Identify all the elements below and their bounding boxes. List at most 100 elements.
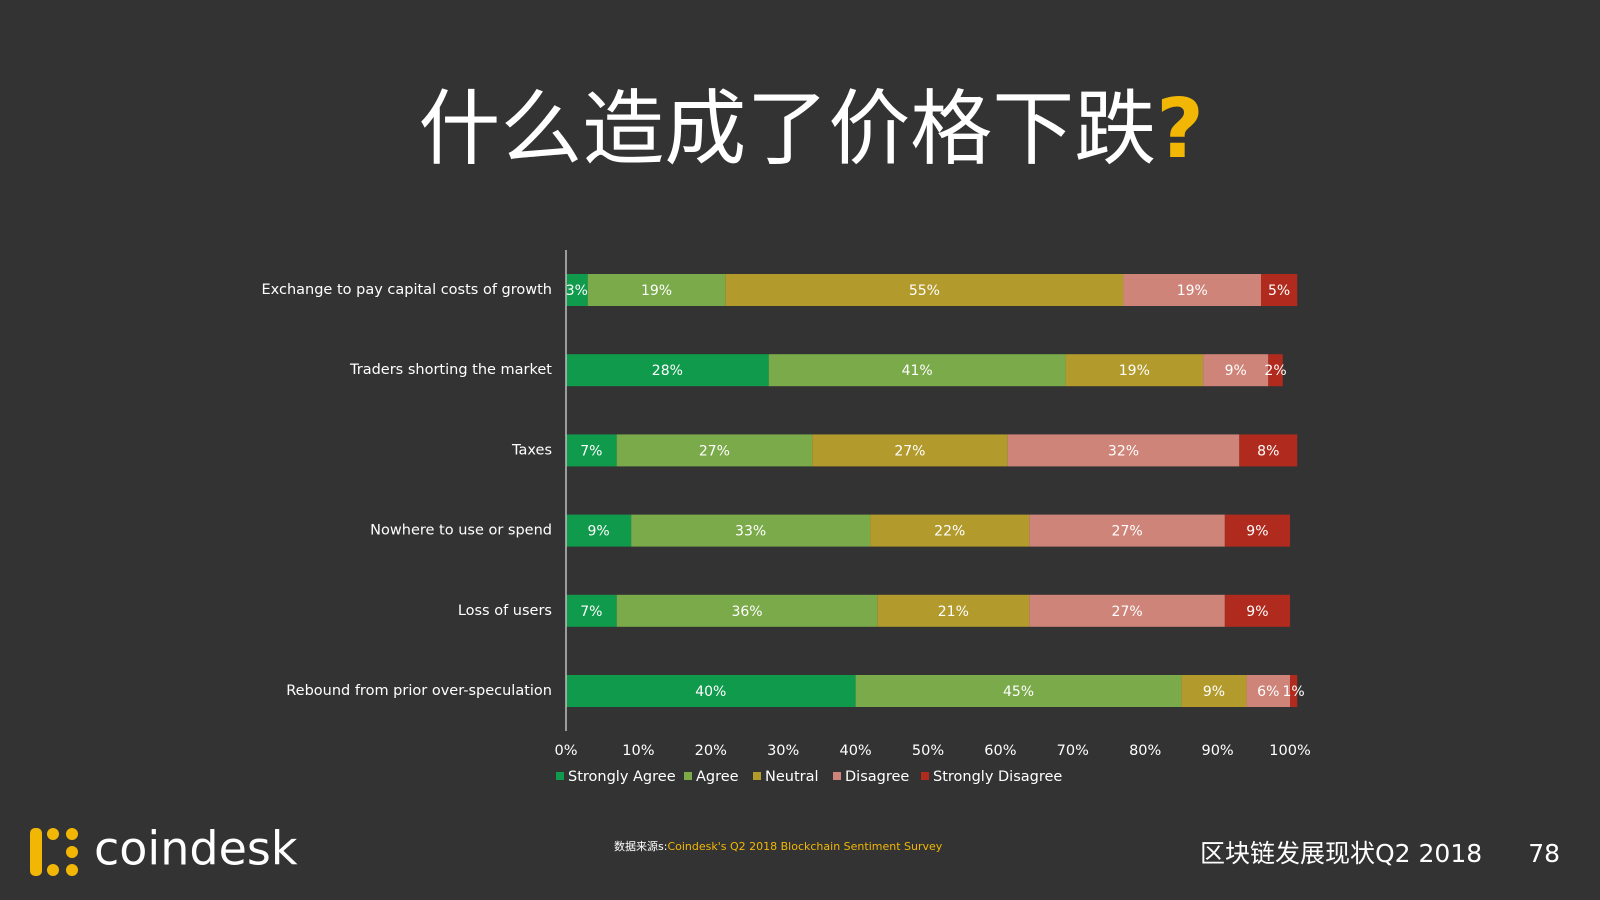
category-label: Loss of users [458,603,552,619]
bar-segment [768,354,1066,387]
legend-swatch [556,772,564,780]
bar-segment [1246,675,1290,707]
data-label: 8% [1257,443,1279,459]
bar-segment [616,594,878,627]
logo-dot [47,828,59,840]
bar-segment [1268,354,1283,387]
bar-segment [877,594,1030,627]
data-label: 32% [1108,443,1139,459]
bar-segment [1224,514,1290,547]
bar-segment [631,514,871,547]
data-label: 9% [587,524,609,540]
bar-segment [1239,434,1298,467]
category-label: Taxes [511,442,552,458]
data-label: 33% [735,524,766,540]
title-mark: ? [1156,82,1204,177]
data-label: 7% [580,443,602,459]
data-label: 27% [1112,524,1143,540]
data-label: 19% [1177,283,1208,299]
x-tick-label: 100% [1269,743,1310,759]
legend-swatch [753,772,761,780]
page-number: 78 [1528,839,1560,868]
x-tick-label: 80% [1129,743,1161,759]
logo-dot [66,828,78,840]
data-label: 9% [1246,524,1268,540]
logo-dot [47,864,59,876]
data-label: 7% [580,604,602,620]
slide-title: 什么造成了价格下跌? [418,82,1204,177]
legend-label: Neutral [765,769,819,785]
x-tick-label: 40% [839,743,871,759]
data-label: 45% [1003,684,1034,700]
bar-segment [1261,274,1298,306]
bar-segment [566,675,856,707]
category-label: Nowhere to use or spend [370,523,552,539]
legend-swatch [684,772,692,780]
legend-label: Strongly Disagree [933,769,1062,785]
category-label: Rebound from prior over-speculation [286,683,552,699]
data-label: 27% [699,443,730,459]
x-tick-label: 90% [1201,743,1233,759]
data-label: 1% [1283,684,1305,700]
data-label: 55% [909,283,940,299]
category-label: Traders shorting the market [349,362,552,378]
data-label: 41% [902,363,933,379]
bar-segment [1203,354,1269,387]
bar-segment [812,434,1008,467]
data-label: 5% [1268,283,1290,299]
legend-label: Disagree [845,769,909,785]
bar-segment [566,434,617,467]
bar-segment [725,274,1124,306]
x-tick-label: 20% [695,743,727,759]
bar-segment [1065,354,1204,387]
x-tick-label: 60% [984,743,1016,759]
legend-swatch [833,772,841,780]
data-label: 9% [1203,684,1225,700]
data-label: 19% [641,283,672,299]
source: 数据来源s:Coindesk's Q2 2018 Blockchain Sent… [614,839,943,853]
legend-label: Strongly Agree [568,769,676,785]
data-label: 36% [731,604,762,620]
x-tick-label: 0% [554,743,577,759]
bar-segment [1181,675,1247,707]
bar-segment [1290,675,1298,707]
source-label: 数据来源s: [614,839,667,853]
data-label: 22% [934,524,965,540]
data-label: 3% [566,283,588,299]
data-label: 19% [1119,363,1150,379]
bar-segment [1029,594,1225,627]
bar-segment [616,434,813,467]
logo-dot [66,846,78,858]
data-label: 6% [1257,684,1279,700]
bar-segment [870,514,1030,547]
x-tick-label: 50% [912,743,944,759]
logo: coindesk [30,822,298,876]
data-label: 27% [894,443,925,459]
report-name: 区块链发展现状Q2 2018 [1200,839,1482,868]
logo-dot [66,864,78,876]
data-label: 9% [1246,604,1268,620]
data-label: 21% [938,604,969,620]
logo-text: coindesk [94,822,298,876]
data-label: 27% [1112,604,1143,620]
bar-segment [566,274,588,306]
bar-segment [1224,594,1290,627]
bar-segment [1029,514,1225,547]
bar-segment [587,274,726,306]
title-text: 什么造成了价格下跌 [418,82,1156,177]
chart: Exchange to pay capital costs of growth 3… [262,250,1311,785]
bar-segment [566,514,632,547]
legend-swatch [921,772,929,780]
data-label: 40% [695,684,726,700]
source-text: Coindesk's Q2 2018 Blockchain Sentiment … [667,840,942,853]
logo-bar [30,828,42,876]
data-label: 2% [1264,363,1286,379]
x-tick-label: 70% [1057,743,1089,759]
category-label: Exchange to pay capital costs of growth [262,282,553,298]
legend-label: Agree [696,769,739,785]
x-tick-label: 30% [767,743,799,759]
data-label: 28% [652,363,683,379]
data-label: 9% [1225,363,1247,379]
bar-segment [855,675,1182,707]
